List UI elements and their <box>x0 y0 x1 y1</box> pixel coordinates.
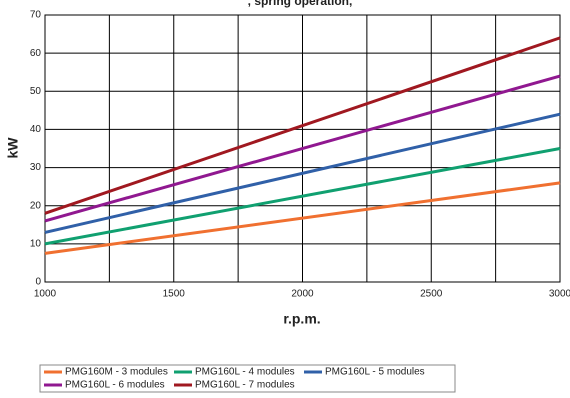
y-tick-label: 30 <box>30 162 42 173</box>
legend-label: PMG160L - 5 modules <box>325 367 425 378</box>
legend-label: PMG160M - 3 modules <box>65 367 168 378</box>
series-line <box>44 147 561 246</box>
y-tick-label: 40 <box>30 124 42 135</box>
series-line <box>44 181 561 255</box>
legend-label: PMG160L - 7 modules <box>195 380 295 391</box>
y-tick-label: 20 <box>30 200 42 211</box>
x-tick-label: 1000 <box>34 289 57 300</box>
x-tick-label: 2500 <box>420 289 443 300</box>
series-line <box>44 74 561 223</box>
y-tick-label: 70 <box>30 10 42 21</box>
legend-box <box>39 364 456 393</box>
x-tick-label: 3000 <box>549 289 570 300</box>
series-line <box>44 112 561 234</box>
legend-label: PMG160L - 4 modules <box>195 367 295 378</box>
chart-title: , spring operation, <box>248 0 353 8</box>
y-tick-label: 60 <box>30 48 42 59</box>
y-tick-label: 10 <box>30 238 42 249</box>
x-tick-label: 1500 <box>163 289 186 300</box>
y-tick-label: 50 <box>30 86 42 97</box>
x-axis-label: r.p.m. <box>283 311 320 327</box>
y-tick-label: 0 <box>35 277 41 288</box>
series-line <box>44 36 561 215</box>
x-tick-label: 2000 <box>291 289 314 300</box>
y-axis-label: kW <box>5 137 21 159</box>
legend-label: PMG160L - 6 modules <box>65 380 165 391</box>
